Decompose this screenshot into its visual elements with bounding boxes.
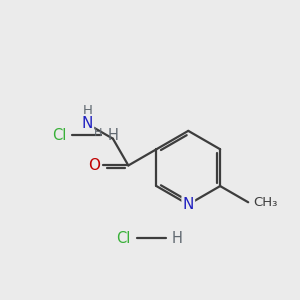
Text: H: H bbox=[172, 231, 183, 246]
Text: Cl: Cl bbox=[52, 128, 66, 143]
Text: Cl: Cl bbox=[116, 231, 131, 246]
Text: N: N bbox=[82, 116, 93, 131]
Text: O: O bbox=[88, 158, 100, 173]
Text: H: H bbox=[107, 128, 118, 143]
Text: N: N bbox=[183, 197, 194, 212]
Text: H: H bbox=[94, 128, 102, 138]
Text: H: H bbox=[82, 103, 92, 117]
Text: CH₃: CH₃ bbox=[254, 196, 278, 209]
